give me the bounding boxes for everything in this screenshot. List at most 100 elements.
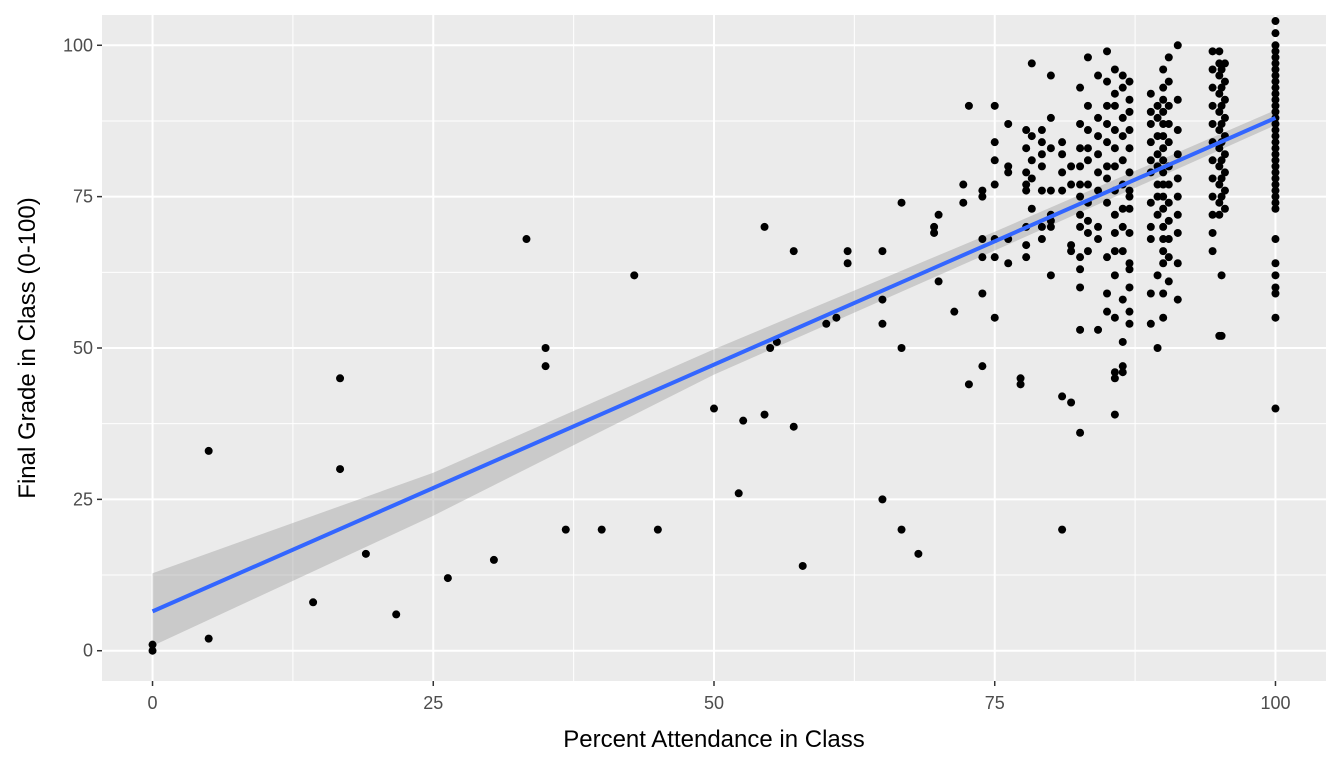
data-point [1083, 156, 1092, 165]
data-point [1037, 222, 1046, 231]
data-point [1125, 192, 1134, 201]
data-point [1076, 222, 1085, 231]
data-point [1076, 162, 1085, 171]
data-point [914, 549, 923, 558]
data-point [1076, 253, 1085, 262]
data-point [204, 446, 213, 455]
data-point [1217, 331, 1226, 340]
data-point [1067, 162, 1076, 171]
data-point [990, 101, 999, 110]
data-point [1271, 271, 1280, 280]
data-point [1022, 144, 1031, 153]
data-point [1094, 235, 1103, 244]
data-point [522, 235, 531, 244]
data-point [1083, 101, 1092, 110]
data-point [1118, 71, 1127, 80]
data-point [1271, 156, 1280, 165]
data-point [1022, 186, 1031, 195]
data-point [1110, 374, 1119, 383]
data-point [1037, 150, 1046, 159]
data-point [1271, 17, 1280, 26]
data-point [766, 344, 775, 352]
data-point [1022, 253, 1031, 262]
data-point [1094, 325, 1103, 334]
data-point [336, 374, 345, 383]
data-point [1217, 101, 1226, 110]
data-point [1110, 101, 1119, 110]
data-point [1125, 126, 1134, 135]
data-point [1076, 180, 1085, 189]
data-point [1217, 174, 1226, 183]
data-point [1164, 277, 1173, 286]
data-point [1046, 144, 1055, 153]
data-point [1146, 289, 1155, 298]
data-point [1164, 198, 1173, 207]
y-tick-label: 100 [63, 35, 93, 55]
x-tick-label: 50 [704, 693, 724, 713]
data-point [309, 598, 318, 607]
data-point [361, 549, 370, 558]
data-point [1146, 319, 1155, 328]
data-point [1208, 83, 1217, 92]
data-point [1208, 174, 1217, 183]
data-point [1083, 216, 1092, 225]
data-point [934, 210, 943, 219]
data-point [1271, 138, 1280, 147]
data-point [1125, 107, 1134, 116]
data-point [1118, 362, 1127, 371]
data-point [1220, 113, 1229, 122]
data-point [1159, 180, 1168, 189]
data-point [653, 525, 662, 534]
data-point [1159, 222, 1168, 231]
data-point [1271, 119, 1280, 128]
data-point [1271, 41, 1280, 50]
data-point [1271, 107, 1280, 116]
data-point [1271, 132, 1280, 141]
data-point [1159, 119, 1168, 128]
data-point [1153, 132, 1162, 141]
data-point [1159, 132, 1168, 141]
y-tick-label: 75 [73, 187, 93, 207]
data-point [1103, 174, 1112, 183]
data-point [1159, 156, 1168, 165]
data-point [978, 192, 987, 201]
data-point [964, 380, 973, 389]
data-point [1076, 325, 1085, 334]
data-point [1146, 222, 1155, 231]
fit-line-layer [151, 116, 1277, 614]
data-point [1208, 101, 1217, 110]
data-point [1220, 204, 1229, 213]
data-point [1173, 41, 1182, 50]
x-tick-label: 25 [423, 693, 443, 713]
data-point [1058, 138, 1067, 147]
data-point [1220, 77, 1229, 86]
data-point [789, 422, 798, 431]
data-point [1125, 259, 1134, 268]
data-point [1159, 313, 1168, 322]
data-point [1220, 168, 1229, 177]
data-point [1215, 198, 1224, 207]
data-point [1153, 210, 1162, 219]
data-point [1159, 65, 1168, 74]
data-point [1103, 289, 1112, 298]
data-point [1125, 283, 1134, 292]
data-point [489, 555, 498, 564]
data-point [1271, 29, 1280, 38]
data-point [990, 156, 999, 165]
data-point [1110, 126, 1119, 135]
data-point [1159, 204, 1168, 213]
y-tick-label: 0 [83, 641, 93, 661]
data-point [1037, 138, 1046, 147]
data-point [204, 634, 213, 643]
data-point [1220, 95, 1229, 104]
data-point [1271, 235, 1280, 244]
data-point [1004, 119, 1013, 128]
data-point [1103, 101, 1112, 110]
data-point [1022, 126, 1031, 135]
data-point [1173, 295, 1182, 304]
data-point [990, 253, 999, 262]
data-point [1146, 138, 1155, 147]
data-point [1083, 228, 1092, 237]
data-point [1217, 192, 1226, 201]
data-point [1220, 150, 1229, 159]
